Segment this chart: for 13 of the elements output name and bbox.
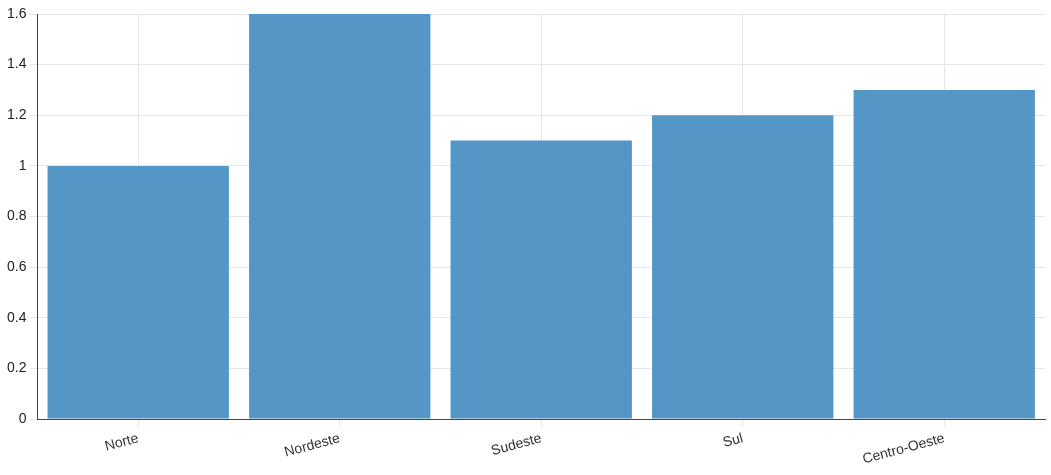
y-tick-label: 1.2 [6,106,27,123]
x-tick-label: Sul [720,429,745,450]
y-tick-label: 1.6 [6,4,27,21]
y-tick-label: 0 [18,409,27,426]
y-tick-label: 0.8 [6,207,27,224]
y-tick-label: 0.2 [6,359,27,376]
y-tick-label: 0.4 [6,308,27,325]
x-tick-label: Nordeste [282,429,342,460]
y-tick-label: 0.6 [6,258,27,274]
y-tick-label: 1.4 [6,55,27,72]
x-tick-label: Sudeste [489,429,544,459]
x-tick-label: Norte [102,429,141,454]
y-tick-label: 1 [18,156,27,173]
